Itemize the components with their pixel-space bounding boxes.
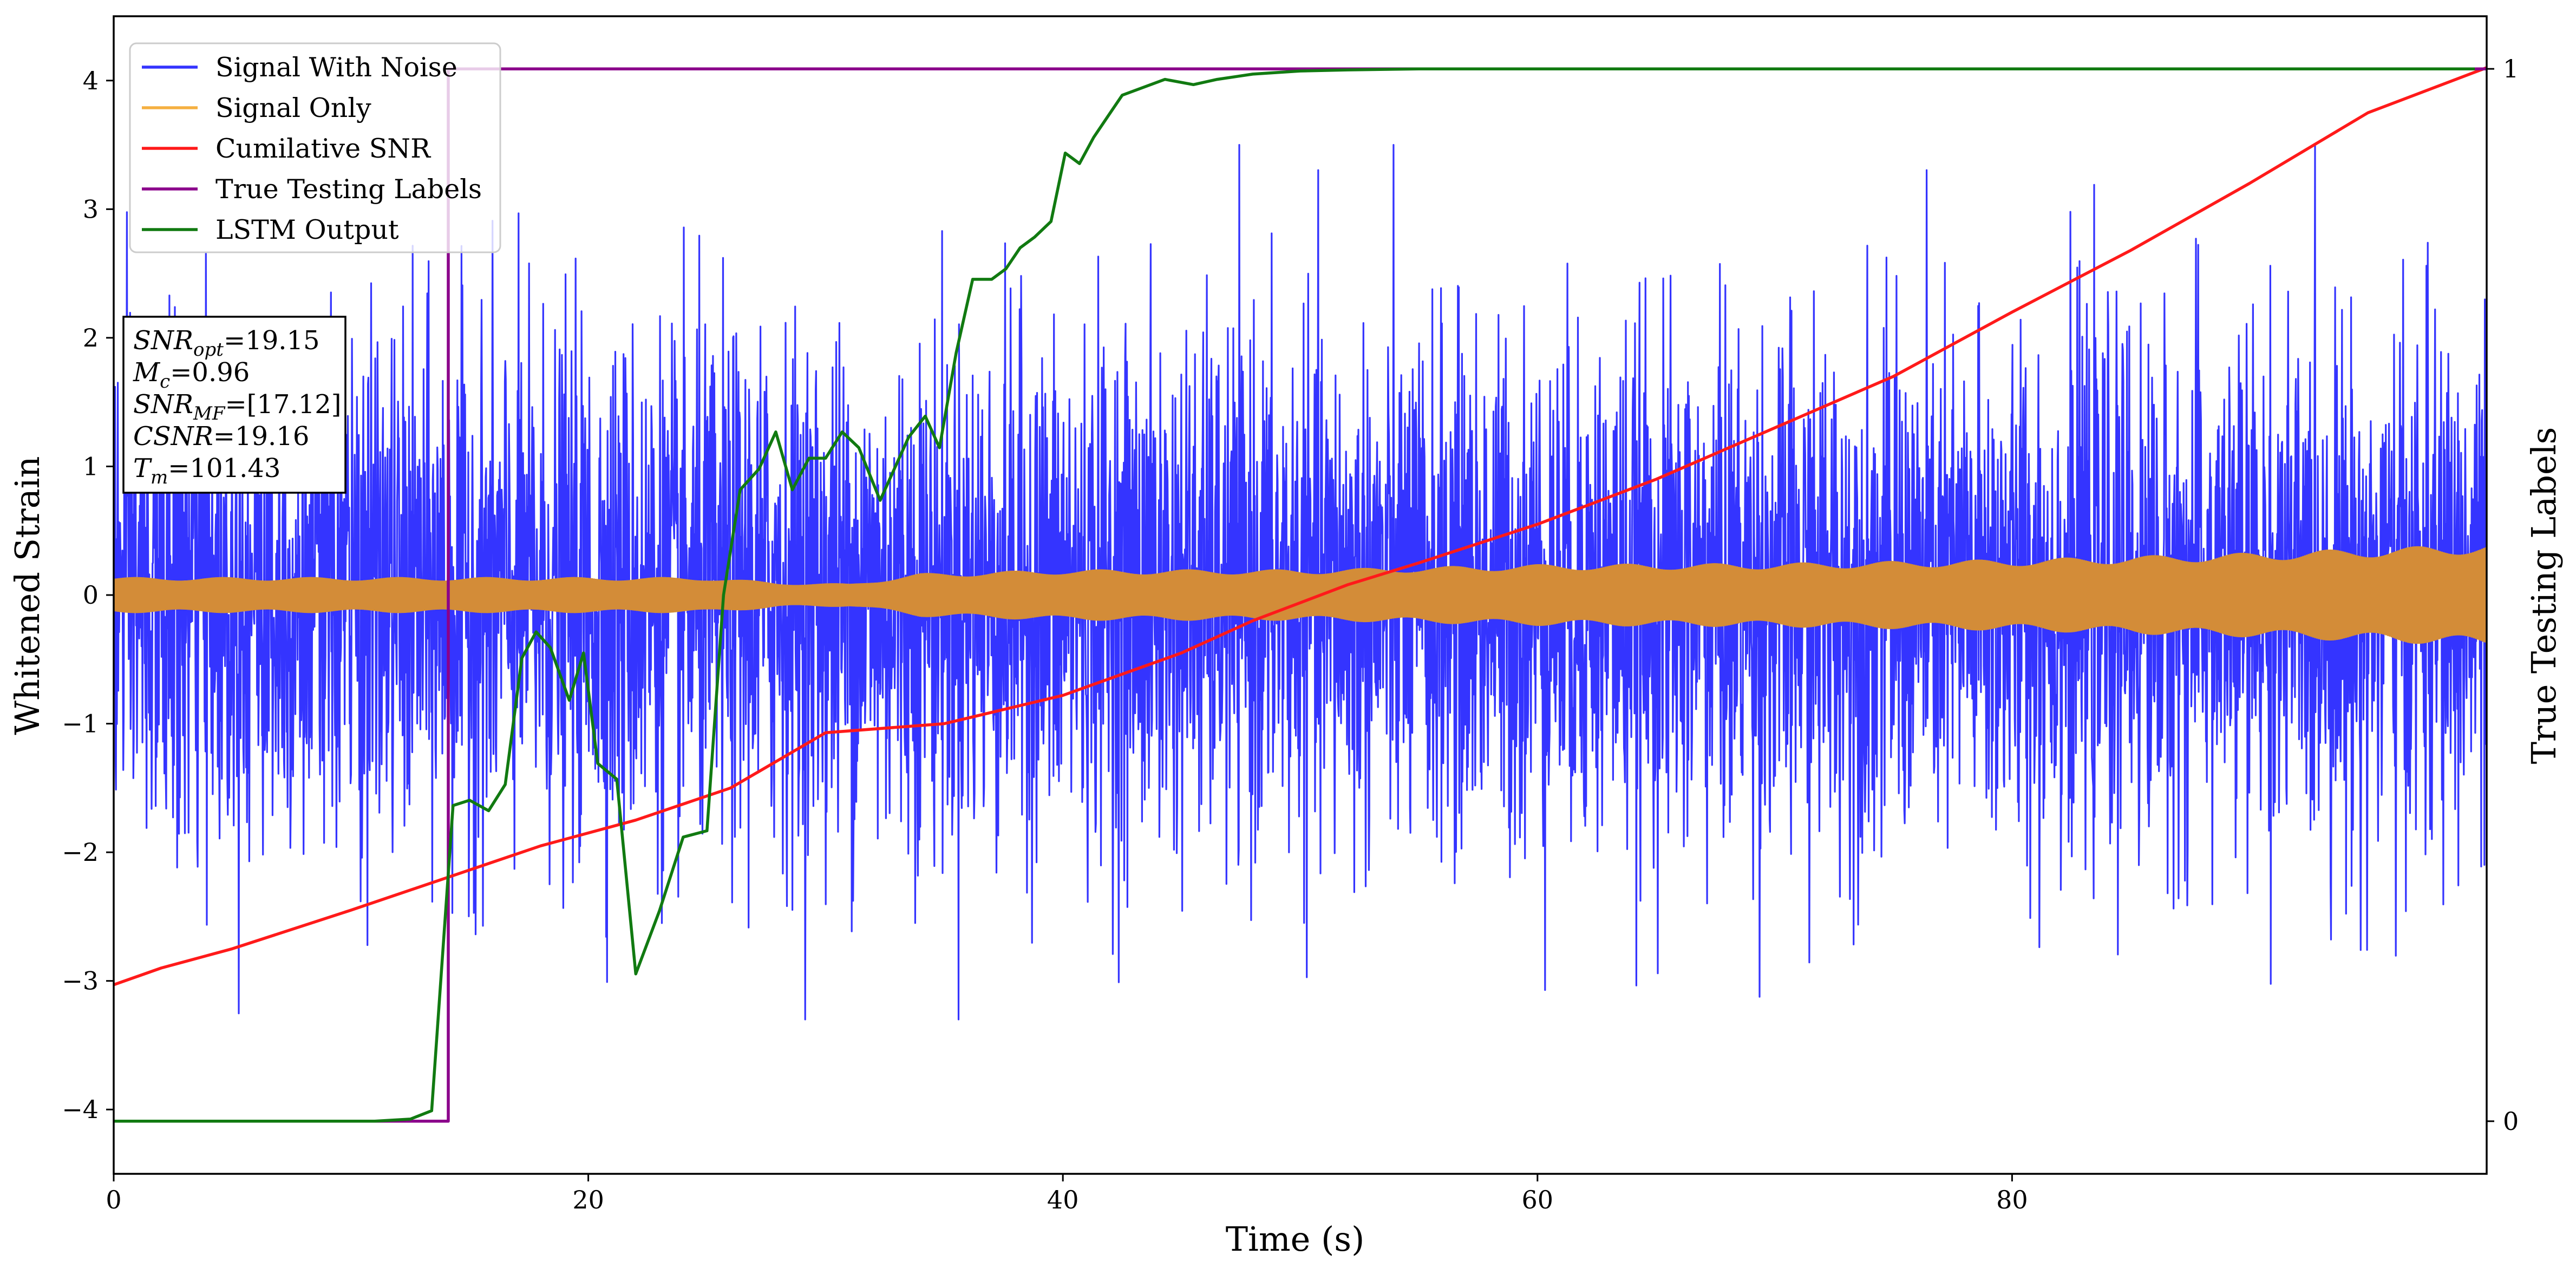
x-tick-label: 40 [1047, 1185, 1079, 1214]
legend-label: Signal Only [215, 93, 371, 123]
legend-item-lstm-output: LSTM Output [142, 214, 399, 245]
legend-item-signal-with-noise: Signal With Noise [142, 52, 457, 83]
cumulative-snr-line [114, 66, 2487, 986]
annotation-box: SNRopt=19.15 Mc=0.96 SNRMF=[17.12] CSNR=… [122, 316, 346, 494]
y2-tick-label: 1 [2503, 54, 2519, 83]
y-axis-left: −4 −3 −2 −1 0 1 2 3 4 [62, 66, 114, 1124]
y-tick-label: −2 [62, 838, 99, 867]
lstm-output-line [114, 67, 2475, 1123]
signal-only-layer [114, 546, 2487, 644]
annotation-snr-mf: SNRMF=[17.12] [133, 389, 342, 424]
annotation-mc: Mc=0.96 [133, 357, 250, 393]
x-tick-label: 20 [572, 1185, 604, 1214]
annotation-csnr: CSNR=19.16 [133, 421, 309, 452]
legend-item-true-testing-labels: True Testing Labels [142, 174, 482, 205]
y-axis-title: Whitened Strain [8, 456, 47, 735]
legend: Signal With Noise Signal Only Cumilative S… [129, 42, 501, 253]
signal-only-line [114, 546, 2487, 644]
y-tick-label: −3 [62, 966, 99, 996]
legend-item-cumulative-snr: Cumilative SNR [142, 133, 431, 164]
y-tick-label: −1 [62, 709, 99, 739]
y-tick-label: 1 [83, 452, 99, 481]
x-axis-title: Time (s) [1226, 1219, 1365, 1259]
y2-tick-label: 0 [2503, 1107, 2519, 1136]
x-tick-label: 60 [1522, 1185, 1554, 1214]
x-axis: 0 20 40 60 80 [106, 1174, 2028, 1214]
y2-axis-title: True Testing Labels [2524, 427, 2564, 765]
x-tick-label: 0 [106, 1185, 121, 1214]
x-tick-label: 80 [1996, 1185, 2028, 1214]
legend-item-signal-only: Signal Only [142, 93, 371, 123]
legend-label: Cumilative SNR [215, 133, 431, 164]
y-tick-label: 2 [83, 323, 99, 352]
annotation-frame [122, 316, 346, 494]
legend-box [129, 42, 501, 253]
legend-label: LSTM Output [215, 214, 399, 245]
legend-label: Signal With Noise [215, 52, 457, 83]
y-tick-label: 0 [83, 580, 99, 610]
y-tick-label: −4 [62, 1095, 99, 1124]
annotation-snr-opt: SNRopt=19.15 [133, 325, 320, 361]
legend-label: True Testing Labels [215, 174, 482, 205]
y-tick-label: 4 [83, 66, 99, 95]
annotation-tm: Tm=101.43 [133, 453, 280, 488]
y-tick-label: 3 [83, 194, 99, 224]
y-axis-right: 01 [2487, 54, 2519, 1136]
series-lines-layer [114, 66, 2487, 1123]
